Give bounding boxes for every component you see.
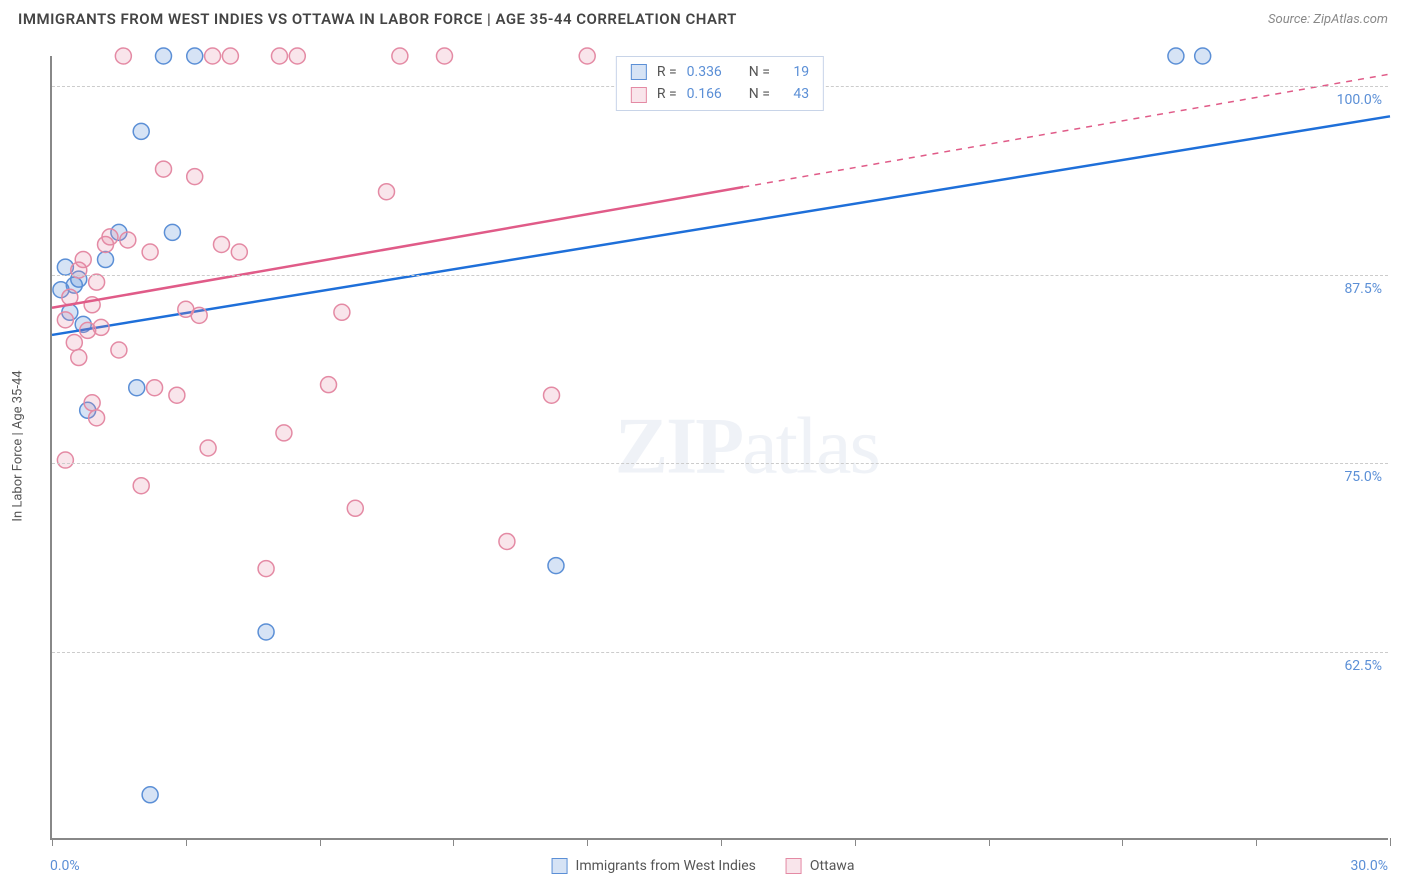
data-point (289, 48, 305, 64)
data-point (271, 48, 287, 64)
chart-title: IMMIGRANTS FROM WEST INDIES VS OTTAWA IN… (18, 10, 737, 28)
data-point (133, 123, 149, 139)
legend-label: Immigrants from West Indies (576, 858, 756, 874)
data-point (66, 334, 82, 350)
legend-swatch (631, 64, 647, 80)
stat-label: N = (749, 61, 770, 83)
data-point (133, 478, 149, 494)
data-point (347, 500, 363, 516)
legend-swatch (786, 858, 802, 874)
x-tick (453, 838, 454, 846)
data-point (205, 48, 221, 64)
x-tick (186, 838, 187, 846)
x-tick (1256, 838, 1257, 846)
data-point (187, 169, 203, 185)
data-point (579, 48, 595, 64)
source-attribution: Source: ZipAtlas.com (1268, 12, 1388, 27)
y-tick-label: 87.5% (1344, 281, 1382, 297)
stat-n-value: 19 (793, 61, 809, 83)
legend-item: Immigrants from West Indies (552, 858, 756, 874)
x-axis-min-label: 0.0% (50, 858, 80, 874)
stat-r-value: 0.166 (687, 83, 722, 105)
series-legend: Immigrants from West Indies Ottawa (552, 858, 855, 874)
data-point (57, 452, 73, 468)
data-point (334, 304, 350, 320)
data-point (89, 274, 105, 290)
data-point (379, 184, 395, 200)
data-point (213, 236, 229, 252)
y-tick-label: 100.0% (1337, 92, 1382, 108)
stat-label: R = (657, 83, 677, 105)
gridline (52, 463, 1388, 464)
trend-line (52, 116, 1390, 335)
legend-label: Ottawa (810, 858, 855, 874)
data-point (169, 387, 185, 403)
data-point (71, 350, 87, 366)
data-point (156, 161, 172, 177)
data-point (84, 395, 100, 411)
data-point (321, 377, 337, 393)
title-bar: IMMIGRANTS FROM WEST INDIES VS OTTAWA IN… (18, 10, 1388, 28)
data-point (164, 224, 180, 240)
plot-svg (52, 56, 1388, 838)
data-point (258, 624, 274, 640)
data-point (191, 307, 207, 323)
y-tick-label: 62.5% (1344, 658, 1382, 674)
x-tick (52, 838, 53, 846)
data-point (102, 229, 118, 245)
data-point (544, 387, 560, 403)
stat-r-value: 0.336 (687, 61, 722, 83)
data-point (129, 380, 145, 396)
y-axis-title: In Labor Force | Age 35-44 (11, 370, 26, 521)
x-tick (721, 838, 722, 846)
data-point (147, 380, 163, 396)
data-point (436, 48, 452, 64)
data-point (200, 440, 216, 456)
x-tick (1390, 838, 1391, 846)
data-point (57, 312, 73, 328)
x-axis-max-label: 30.0% (1350, 858, 1388, 874)
data-point (93, 319, 109, 335)
stat-label: R = (657, 61, 677, 83)
data-point (499, 533, 515, 549)
data-point (1195, 48, 1211, 64)
y-tick-label: 75.0% (1344, 469, 1382, 485)
data-point (187, 48, 203, 64)
data-point (276, 425, 292, 441)
legend-item: Ottawa (786, 858, 855, 874)
gridline (52, 652, 1388, 653)
data-point (111, 342, 127, 358)
data-point (120, 232, 136, 248)
x-tick (320, 838, 321, 846)
gridline (52, 275, 1388, 276)
x-tick (587, 838, 588, 846)
data-point (1168, 48, 1184, 64)
data-point (142, 244, 158, 260)
legend-stat-row: R = 0.336 N = 19 (631, 61, 809, 83)
x-tick (989, 838, 990, 846)
legend-stat-row: R = 0.166 N = 43 (631, 83, 809, 105)
data-point (258, 561, 274, 577)
stat-n-value: 43 (793, 83, 809, 105)
data-point (115, 48, 131, 64)
data-point (156, 48, 172, 64)
data-point (142, 787, 158, 803)
stat-label: N = (749, 83, 770, 105)
x-tick (855, 838, 856, 846)
data-point (231, 244, 247, 260)
data-point (548, 558, 564, 574)
data-point (89, 410, 105, 426)
data-point (392, 48, 408, 64)
legend-swatch (631, 87, 647, 103)
x-tick (1122, 838, 1123, 846)
correlation-legend: R = 0.336 N = 19 R = 0.166 N = 43 (616, 56, 824, 111)
data-point (98, 252, 114, 268)
legend-swatch (552, 858, 568, 874)
scatter-plot: ZIPatlas R =0.336 N = 19R =0.166 N = 43 … (50, 56, 1388, 840)
data-point (222, 48, 238, 64)
data-point (75, 252, 91, 268)
